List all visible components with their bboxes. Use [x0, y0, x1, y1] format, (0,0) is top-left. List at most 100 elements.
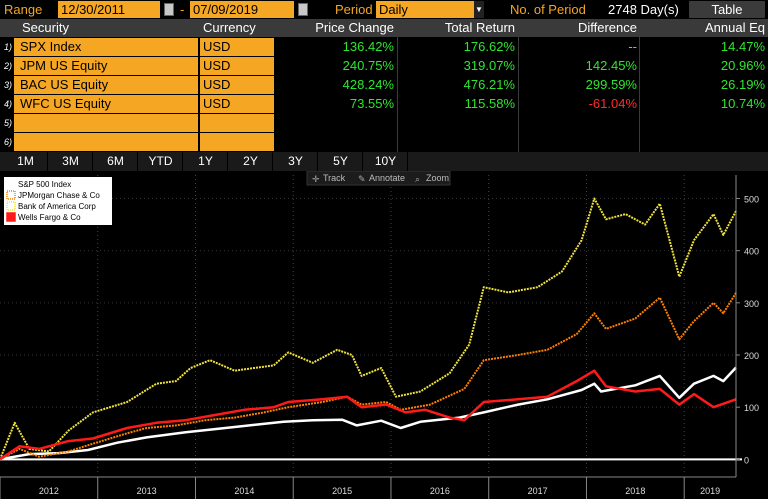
difference-cell — [520, 114, 637, 132]
series-line-s-p-500-index — [0, 366, 737, 461]
y-tick-label: 0 — [744, 455, 749, 465]
range-button-1y[interactable]: 1Y — [184, 152, 228, 171]
annual-eq-cell — [642, 133, 765, 151]
security-cell[interactable]: WFC US Equity — [14, 95, 198, 113]
column-divider — [397, 37, 398, 152]
security-cell[interactable]: JPM US Equity — [14, 57, 198, 75]
x-tick-label: 2014 — [234, 486, 254, 496]
total-return-cell — [400, 114, 515, 132]
total-return-cell: 319.07% — [463, 58, 515, 73]
y-tick-label: 400 — [744, 247, 759, 257]
range-button-3m[interactable]: 3M — [49, 152, 93, 171]
annual-eq-cell: 20.96% — [720, 58, 765, 73]
legend-label[interactable]: Bank of America Corp — [18, 202, 96, 211]
legend-label[interactable]: JPMorgan Chase & Co — [18, 191, 100, 200]
period-label: Period — [335, 2, 373, 17]
start-date-field[interactable]: 12/30/2011 — [58, 1, 160, 18]
range-button-10y[interactable]: 10Y — [364, 152, 408, 171]
chevron-down-icon[interactable]: ▼ — [474, 1, 484, 18]
num-period-label: No. of Period — [510, 2, 586, 17]
legend-box — [4, 177, 112, 225]
securities-table: Security Currency Price Change Total Ret… — [0, 19, 768, 152]
currency-cell[interactable]: USD — [200, 95, 274, 113]
performance-chart: 0 100 200 300 400 500 2012 2013 2014 2015 2016 2017… — [0, 170, 768, 499]
total-return-cell: 476.21% — [463, 77, 515, 92]
top-bar: Range 12/30/2011 - 07/09/2019 Period Dai… — [0, 0, 768, 19]
series-line-bank-of-america-corp — [0, 197, 737, 460]
range-button-3y[interactable]: 3Y — [274, 152, 318, 171]
security-cell[interactable]: SPX Index — [14, 38, 198, 56]
price-change-cell: 240.75% — [342, 58, 394, 73]
num-period-value: 2748 Day(s) — [608, 2, 679, 17]
magnifier-icon[interactable]: ⌕ — [415, 175, 420, 185]
range-button-bar: 1M 3M 6M YTD 1Y 2Y 3Y 5Y 10Y — [0, 152, 768, 171]
annual-eq-cell: 14.47% — [720, 39, 765, 54]
range-label: Range — [4, 2, 43, 17]
price-change-cell — [278, 133, 394, 151]
annual-eq-cell — [642, 114, 765, 132]
track-button[interactable]: Track — [323, 173, 346, 183]
header-security: Security — [22, 20, 69, 35]
pencil-icon[interactable]: ✎ — [358, 175, 366, 185]
header-price-change: Price Change — [315, 20, 394, 35]
range-button-2y[interactable]: 2Y — [229, 152, 273, 171]
calendar-icon[interactable] — [164, 3, 174, 16]
currency-cell[interactable]: USD — [200, 57, 274, 75]
range-button-1m[interactable]: 1M — [4, 152, 48, 171]
column-divider — [518, 37, 519, 152]
chart-toolbar — [306, 170, 451, 186]
x-tick-label: 2018 — [625, 486, 645, 496]
legend-swatch — [6, 201, 16, 211]
security-cell[interactable]: BAC US Equity — [14, 76, 198, 94]
security-cell[interactable] — [14, 114, 198, 132]
row-number: 3) — [3, 80, 12, 90]
calendar-icon[interactable] — [298, 3, 308, 16]
currency-cell[interactable]: USD — [200, 38, 274, 56]
end-date-field[interactable]: 07/09/2019 — [190, 1, 294, 18]
row-number: 4) — [3, 99, 12, 109]
difference-cell: 299.59% — [585, 77, 637, 92]
header-difference: Difference — [577, 20, 637, 35]
difference-cell: -- — [628, 39, 637, 54]
header-currency: Currency — [203, 20, 256, 35]
period-select[interactable]: Daily — [376, 1, 474, 18]
y-tick-label: 500 — [744, 194, 759, 204]
currency-cell[interactable] — [200, 114, 274, 132]
row-number: 1) — [3, 42, 12, 52]
price-change-cell — [278, 114, 394, 132]
difference-cell: 142.45% — [585, 58, 637, 73]
currency-cell[interactable] — [200, 133, 274, 151]
annotate-button[interactable]: Annotate — [369, 173, 405, 183]
zoom-button[interactable]: Zoom — [426, 173, 449, 183]
annual-eq-cell: 10.74% — [720, 96, 765, 111]
legend-label[interactable]: Wells Fargo & Co — [18, 213, 81, 222]
difference-cell — [520, 133, 637, 151]
legend-label[interactable]: S&P 500 Index — [18, 180, 71, 189]
row-number: 5) — [3, 118, 12, 128]
price-change-cell: 428.24% — [342, 77, 394, 92]
y-tick-label: 200 — [744, 351, 759, 361]
legend-swatch — [6, 190, 16, 200]
range-button-6m[interactable]: 6M — [94, 152, 138, 171]
y-tick-label: 300 — [744, 299, 759, 309]
chart-canvas[interactable]: 0 100 200 300 400 500 2012 2013 2014 2015 2016 2017… — [0, 170, 768, 499]
series-line-wells-fargo-co — [0, 369, 737, 461]
x-tick-label: 2017 — [528, 486, 548, 496]
x-tick-label: 2015 — [332, 486, 352, 496]
total-return-cell: 176.62% — [463, 39, 515, 54]
table-header — [0, 19, 768, 37]
crosshair-icon[interactable]: ✛ — [312, 175, 320, 185]
legend-swatch — [6, 179, 16, 189]
range-button-5y[interactable]: 5Y — [319, 152, 363, 171]
security-cell[interactable] — [14, 133, 198, 151]
total-return-cell: 115.58% — [464, 96, 515, 111]
range-button-ytd[interactable]: YTD — [139, 152, 183, 171]
y-tick-label: 100 — [744, 403, 759, 413]
total-return-cell — [400, 133, 515, 151]
column-divider — [639, 37, 640, 152]
price-change-cell: 136.42% — [342, 39, 394, 54]
difference-cell: -61.04% — [588, 96, 637, 111]
x-tick-label: 2013 — [137, 486, 157, 496]
currency-cell[interactable]: USD — [200, 76, 274, 94]
table-button[interactable]: Table — [689, 1, 765, 18]
